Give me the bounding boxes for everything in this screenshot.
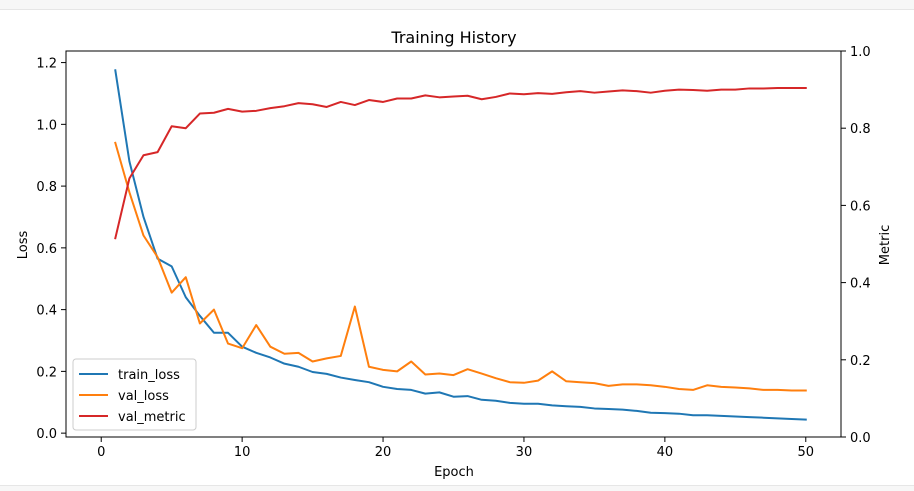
x-tick-label: 40: [657, 445, 674, 460]
y2-tick-label: 1.0: [850, 45, 871, 60]
y-tick-label: 1.2: [36, 57, 57, 72]
x-tick-label: 50: [797, 445, 814, 460]
y2-tick-label: 0.0: [850, 431, 871, 446]
y-tick-label: 0.4: [36, 304, 57, 319]
y-tick-label: 1.0: [36, 118, 57, 133]
y2-tick-label: 0.6: [850, 199, 871, 214]
window-top-strip: [0, 0, 914, 10]
y2-tick-label: 0.8: [850, 122, 871, 137]
x-tick-label: 20: [375, 445, 392, 460]
x-tick-label: 0: [97, 445, 105, 460]
x-tick-label: 10: [234, 445, 251, 460]
series-line-val_metric: [114, 87, 807, 240]
window-bottom-strip: [0, 485, 914, 491]
x-axis-label: Epoch: [434, 465, 474, 480]
x-tick-label: 30: [516, 445, 533, 460]
y-axis-label: Loss: [16, 231, 31, 260]
y2-axis-label: Metric: [878, 225, 893, 265]
y2-tick-label: 0.2: [850, 354, 871, 369]
y-tick-label: 0.0: [36, 427, 57, 442]
y-tick-label: 0.6: [36, 242, 57, 257]
series-line-val_loss: [114, 141, 807, 392]
legend-box: [72, 358, 197, 431]
plot-frame: [65, 50, 842, 438]
y-tick-label: 0.8: [36, 180, 57, 195]
legend-entry-val_metric: val_metric: [118, 410, 186, 425]
y2-tick-label: 0.4: [850, 277, 871, 292]
legend: train_loss val_loss val_metric: [72, 358, 197, 431]
plot-area: [114, 69, 807, 421]
legend-entry-train_loss: train_loss: [118, 368, 180, 383]
chart-title: Training History: [390, 28, 516, 47]
series-line-train_loss: [114, 69, 807, 421]
legend-entry-val_loss: val_loss: [118, 389, 169, 404]
y-tick-label: 0.2: [36, 365, 57, 380]
